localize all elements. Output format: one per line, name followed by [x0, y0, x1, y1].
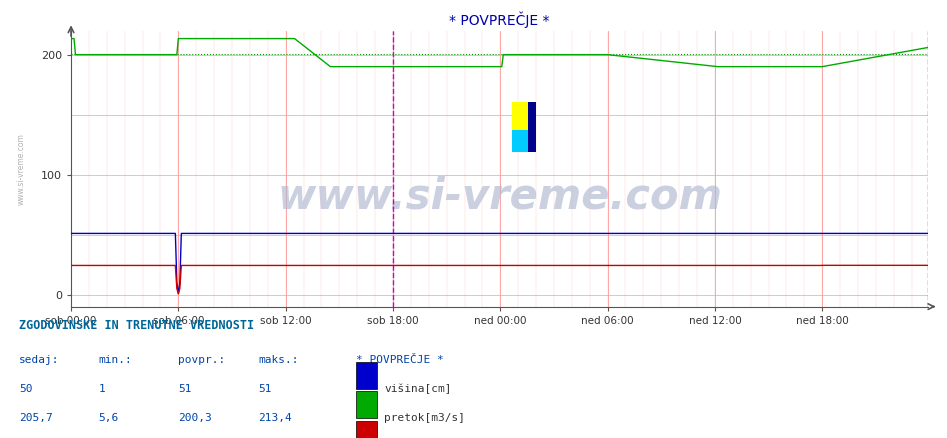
Text: * POVPREČJE *: * POVPREČJE *	[356, 355, 444, 364]
Text: sedaj:: sedaj:	[19, 355, 60, 364]
Text: 50: 50	[19, 384, 32, 394]
Text: 200,3: 200,3	[178, 413, 212, 424]
Title: * POVPREČJE *: * POVPREČJE *	[449, 11, 550, 28]
Text: www.si-vreme.com: www.si-vreme.com	[277, 175, 722, 217]
Text: min.:: min.:	[98, 355, 133, 364]
Text: ZGODOVINSKE IN TRENUTNE VREDNOSTI: ZGODOVINSKE IN TRENUTNE VREDNOSTI	[19, 319, 254, 332]
Bar	[356, 362, 377, 389]
Text: 51: 51	[178, 384, 191, 394]
Text: višina[cm]: višina[cm]	[384, 384, 452, 395]
Text: 213,4: 213,4	[258, 413, 292, 424]
Bar	[356, 421, 377, 438]
Text: pretok[m3/s]: pretok[m3/s]	[384, 413, 466, 424]
Text: 1: 1	[98, 384, 105, 394]
Text: maks.:: maks.:	[258, 355, 298, 364]
Bar	[512, 130, 527, 152]
Text: www.si-vreme.com: www.si-vreme.com	[17, 133, 26, 205]
Text: 5,6: 5,6	[98, 413, 118, 424]
Bar	[512, 102, 527, 130]
Bar	[522, 102, 536, 152]
Text: povpr.:: povpr.:	[178, 355, 225, 364]
Text: 205,7: 205,7	[19, 413, 53, 424]
Bar	[356, 392, 377, 418]
Text: 51: 51	[258, 384, 272, 394]
